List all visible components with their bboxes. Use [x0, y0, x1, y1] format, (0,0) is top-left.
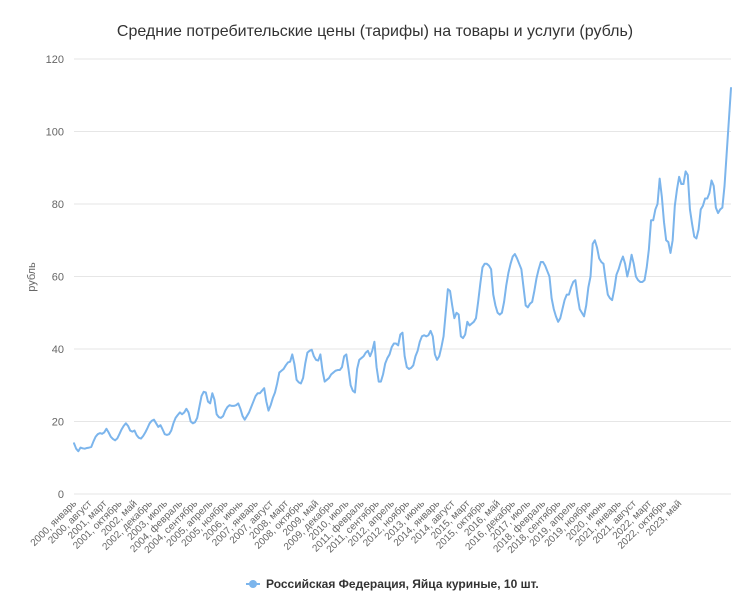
- series-layer: [73, 87, 732, 453]
- y-tick-label: 120: [46, 54, 64, 66]
- y-tick-label: 80: [52, 199, 64, 211]
- y-tick-label: 20: [52, 417, 64, 429]
- series-line[interactable]: [73, 87, 732, 453]
- chart-title: Средние потребительские цены (тарифы) на…: [117, 23, 633, 40]
- legend-dot-marker: [249, 580, 257, 588]
- y-tick-label: 0: [58, 489, 64, 501]
- y-tick-label: 60: [52, 272, 64, 284]
- legend[interactable]: Российская Федерация, Яйца куриные, 10 ш…: [246, 577, 539, 591]
- y-tick-label: 100: [46, 127, 64, 139]
- y-axis-label: рубль: [26, 262, 38, 292]
- y-axis-ticks: 0 20 40 60 80 100 120: [46, 54, 64, 501]
- y-tick-label: 40: [52, 344, 64, 356]
- grid-lines: [74, 58, 731, 495]
- legend-label[interactable]: Российская Федерация, Яйца куриные, 10 ш…: [266, 577, 539, 591]
